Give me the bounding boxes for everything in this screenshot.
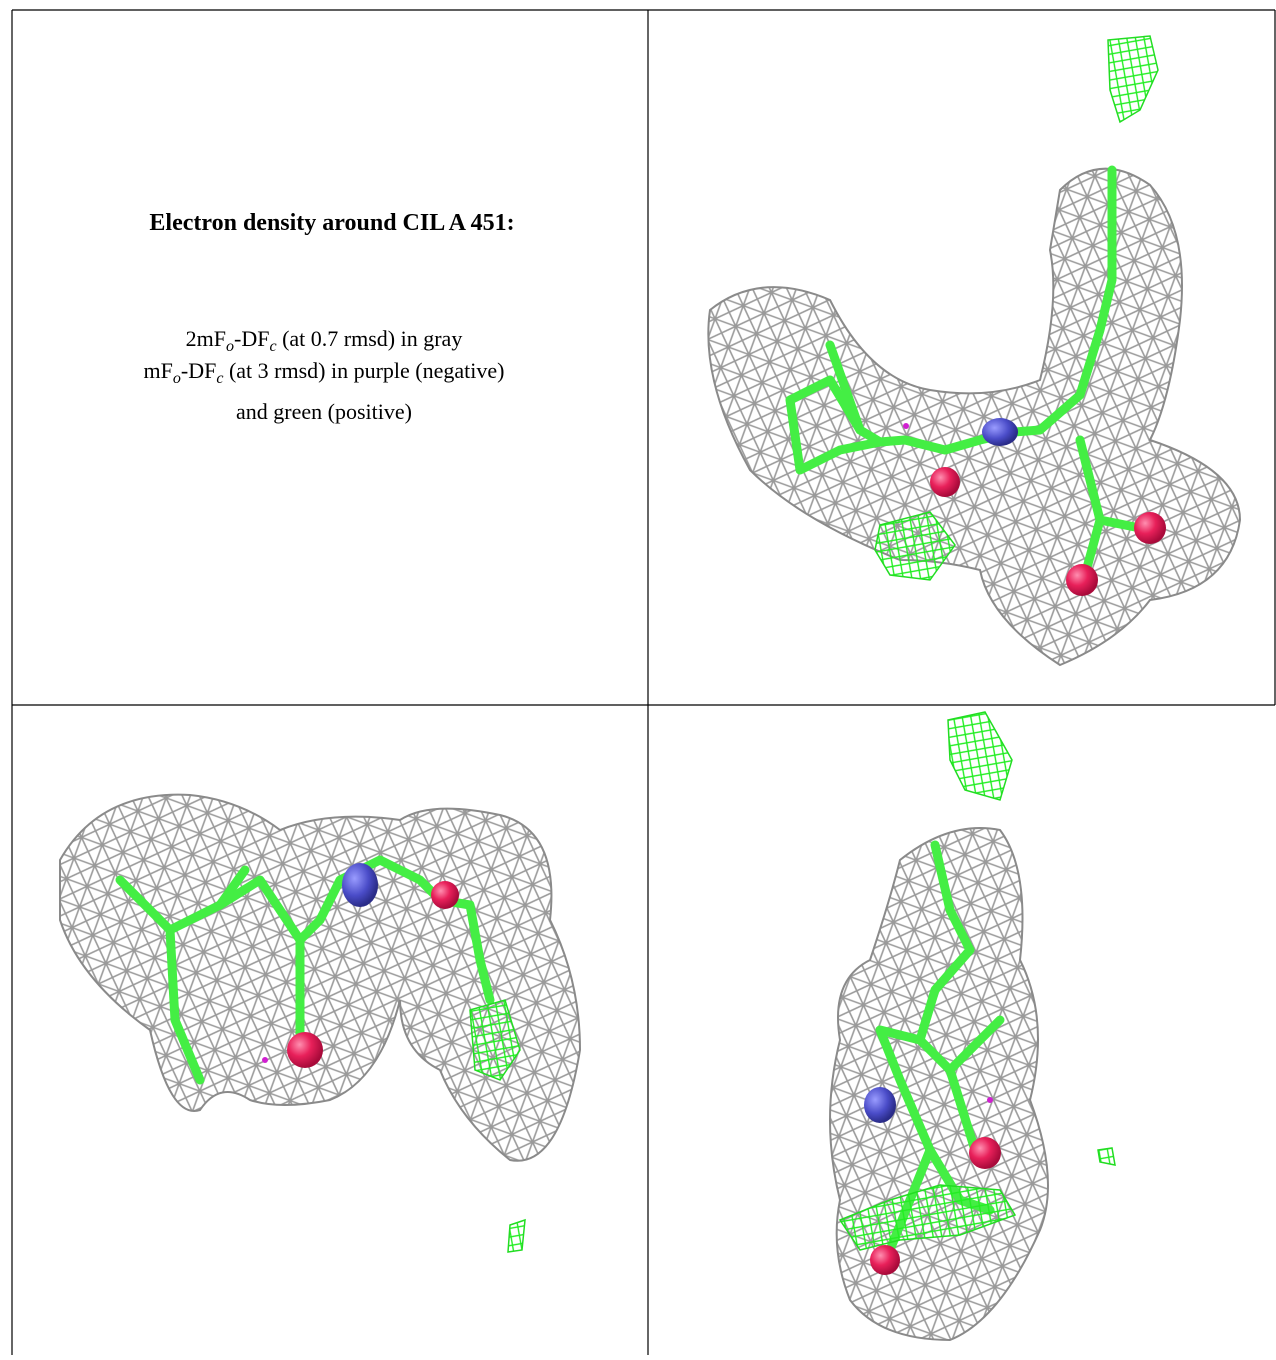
legend-line: and green (positive) (236, 399, 412, 424)
legend-text: -DF (181, 358, 216, 383)
page: Electron density around CIL A 451: 2mFo-… (0, 0, 1276, 1355)
legend-text: -DF (234, 326, 269, 351)
legend-text: (at 0.7 rmsd) in gray (277, 326, 463, 351)
subscript: o (226, 338, 234, 355)
subscript: c (269, 338, 276, 355)
density-view (708, 36, 1240, 665)
legend-text: (at 3 rmsd) in purple (negative) (223, 358, 504, 383)
density-view (60, 795, 580, 1252)
subscript: c (216, 370, 223, 387)
subscript: o (173, 370, 181, 387)
legend-line: 2mFo-DFc (at 0.7 rmsd) in gray (186, 326, 463, 355)
document: Electron density around CIL A 451: 2mFo-… (0, 0, 1276, 1355)
legend-text: 2mF (186, 326, 226, 351)
legend-line: mFo-DFc (at 3 rmsd) in purple (negative) (144, 358, 505, 387)
legend-text: mF (144, 358, 173, 383)
density-view (830, 712, 1115, 1340)
cell-title: Electron density around CIL A 451: (149, 210, 514, 236)
legend-text: and green (positive) (236, 399, 412, 424)
